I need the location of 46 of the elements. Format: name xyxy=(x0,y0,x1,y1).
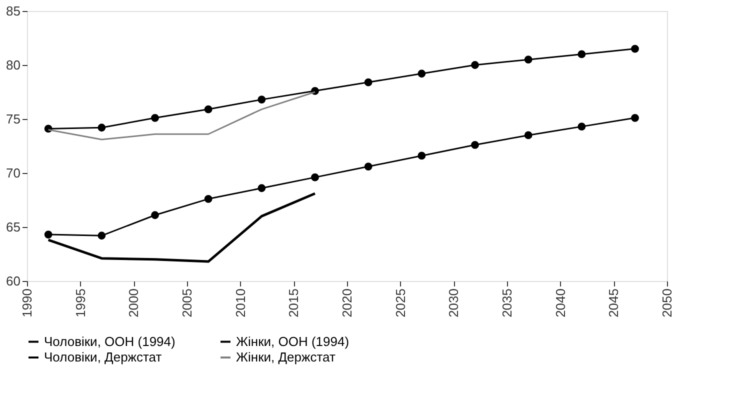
point xyxy=(471,61,479,69)
point xyxy=(258,184,266,192)
y-tick-label: 80 xyxy=(6,58,20,72)
point xyxy=(524,56,532,64)
x-tick-label: 2015 xyxy=(286,288,302,318)
line-series xyxy=(47,192,316,263)
point xyxy=(311,173,319,182)
x-tick-label: 2030 xyxy=(446,288,462,318)
point xyxy=(418,152,426,160)
y-tick-label: 75 xyxy=(6,112,20,126)
legend-label: Жінки, ООН (1994) xyxy=(236,334,350,349)
point xyxy=(631,44,639,53)
point xyxy=(364,78,372,86)
point xyxy=(418,70,426,78)
point xyxy=(258,96,266,104)
x-tick-label: 2045 xyxy=(606,288,622,318)
legend-label: Чоловіки, Держстат xyxy=(44,350,162,364)
point xyxy=(98,124,106,132)
point xyxy=(364,162,372,170)
y-tick-label: 65 xyxy=(6,220,20,234)
x-tick-label: 2000 xyxy=(126,288,142,318)
y-tick-label: 70 xyxy=(6,166,20,180)
point xyxy=(44,230,52,239)
x-tick-label: 2005 xyxy=(180,288,194,318)
y-tick-label: 85 xyxy=(6,4,20,18)
x-tick-label: 2035 xyxy=(500,288,514,318)
x-tick-label: 2020 xyxy=(340,288,354,318)
y-tick-label: 60 xyxy=(6,274,20,288)
x-tick-label: 1995 xyxy=(72,288,88,318)
point xyxy=(471,140,479,149)
point xyxy=(151,211,159,220)
legend-label: Чоловіки, ООН (1994) xyxy=(44,334,176,349)
legend-label: Жінки, Держстат xyxy=(236,350,336,364)
point xyxy=(98,232,106,240)
point xyxy=(204,105,212,114)
x-tick-label: 1990 xyxy=(20,288,34,318)
point xyxy=(631,114,639,122)
x-tick-label: 2010 xyxy=(232,288,248,318)
point xyxy=(204,194,212,203)
point xyxy=(524,131,532,140)
point xyxy=(151,114,159,122)
point xyxy=(578,50,586,58)
point xyxy=(578,122,586,131)
x-tick-label: 2025 xyxy=(392,288,408,318)
x-tick-label: 2040 xyxy=(552,288,568,318)
x-tick-label: 2050 xyxy=(660,288,674,318)
